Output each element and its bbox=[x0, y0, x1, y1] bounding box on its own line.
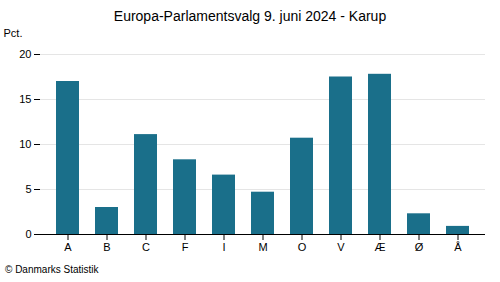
html-text:Europa-Parlamentsvalg 9. juni: Europa-Parlamentsvalg 9. juni 2024 - Kar… bbox=[113, 8, 387, 24]
svg-text:C: C bbox=[142, 241, 150, 253]
svg-text:10: 10 bbox=[19, 138, 31, 150]
svg-text:A: A bbox=[64, 241, 72, 253]
svg-text:0: 0 bbox=[25, 228, 31, 240]
svg-text:Å: Å bbox=[454, 241, 462, 253]
svg-text:M: M bbox=[258, 241, 267, 253]
svg-text:Æ: Æ bbox=[375, 241, 386, 253]
svg-text:O: O bbox=[298, 241, 307, 253]
svg-text:5: 5 bbox=[25, 183, 31, 195]
svg-text:I: I bbox=[222, 241, 225, 253]
svg-text:V: V bbox=[337, 241, 345, 253]
svg-text:Ø: Ø bbox=[415, 241, 424, 253]
svg-text:15: 15 bbox=[19, 93, 31, 105]
html-text:© Danmarks Statistik: © Danmarks Statistik bbox=[5, 264, 99, 275]
svg-text:20: 20 bbox=[19, 48, 31, 60]
svg-text:Pct.: Pct. bbox=[4, 27, 23, 39]
svg-text:B: B bbox=[103, 241, 110, 253]
svg-text:F: F bbox=[182, 241, 189, 253]
